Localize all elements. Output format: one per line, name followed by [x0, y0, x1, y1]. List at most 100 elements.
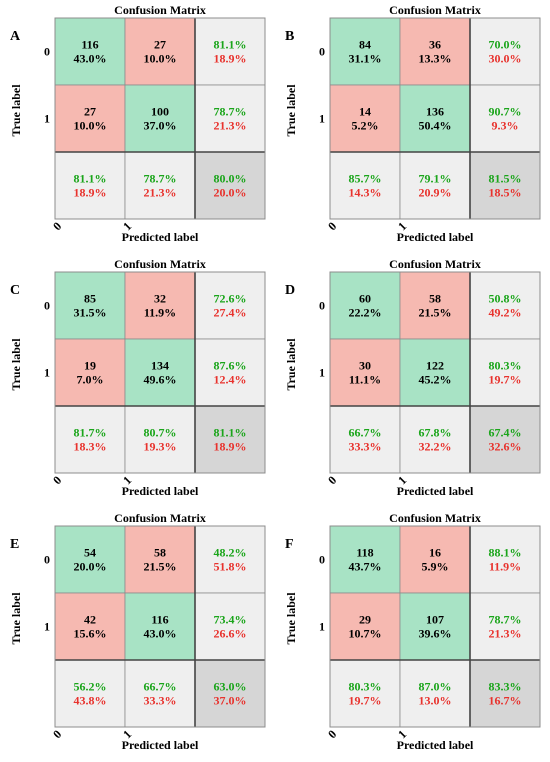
row-summary-incorrect: 11.9%: [489, 560, 521, 574]
cell-count: 16: [429, 546, 441, 560]
cell-count: 100: [151, 105, 169, 119]
column-summary-incorrect: 19.7%: [349, 694, 382, 708]
matrix-cell: [54, 592, 126, 661]
chart-title: Confusion Matrix: [389, 257, 481, 271]
overall-accuracy: 83.3%: [489, 680, 522, 694]
chart-title: Confusion Matrix: [389, 511, 481, 525]
cell-count: 42: [84, 613, 96, 627]
row-summary-incorrect: 49.2%: [489, 306, 522, 320]
cell-percent: 20.0%: [74, 560, 107, 574]
overall-accuracy-cell: [194, 405, 266, 474]
x-tick-label: 0: [325, 727, 339, 741]
matrix-cell: [124, 17, 196, 86]
cell-percent: 37.0%: [144, 119, 177, 133]
matrix-cell: [124, 271, 196, 340]
matrix-cell: [329, 271, 401, 340]
row-summary-correct: 50.8%: [489, 292, 522, 306]
column-summary-correct: 85.7%: [349, 172, 382, 186]
cell-count: 14: [359, 105, 371, 119]
row-summary-incorrect: 26.6%: [214, 627, 247, 641]
confusion-matrix-panel-b: B Confusion Matrix 84 31.1% 36 13.3% 14 5.2% 136…: [275, 0, 550, 254]
overall-error: 37.0%: [214, 694, 247, 708]
overall-accuracy-cell: [469, 151, 541, 220]
row-summary-correct: 81.1%: [214, 38, 247, 52]
cell-count: 118: [356, 546, 373, 560]
cell-count: 36: [429, 38, 441, 52]
x-axis-label: Predicted label: [397, 230, 474, 244]
column-summary-cell: [399, 151, 471, 220]
column-summary-cell: [124, 659, 196, 728]
cell-percent: 5.9%: [422, 560, 449, 574]
row-summary-cell: [194, 84, 266, 153]
matrix-border: [329, 17, 541, 220]
y-tick-label: 0: [319, 299, 325, 313]
column-summary-cell: [54, 405, 126, 474]
x-tick-label: 0: [325, 219, 339, 233]
y-axis-label: True label: [9, 592, 23, 645]
matrix-cell: [54, 525, 126, 594]
cell-count: 27: [154, 38, 166, 52]
cell-percent: 31.5%: [74, 306, 107, 320]
x-tick-label: 0: [50, 473, 64, 487]
overall-error: 18.9%: [214, 440, 247, 454]
column-summary-incorrect: 14.3%: [349, 186, 382, 200]
column-summary-correct: 56.2%: [74, 680, 107, 694]
row-summary-correct: 78.7%: [489, 613, 522, 627]
cell-percent: 21.5%: [144, 560, 177, 574]
row-summary-incorrect: 18.9%: [214, 52, 247, 66]
cell-count: 32: [154, 292, 166, 306]
cell-percent: 5.2%: [352, 119, 379, 133]
cell-count: 85: [84, 292, 96, 306]
cell-count: 58: [429, 292, 441, 306]
column-summary-correct: 66.7%: [349, 426, 382, 440]
cell-percent: 11.1%: [349, 373, 381, 387]
panel-letter: B: [285, 29, 294, 44]
row-summary-cell: [469, 84, 541, 153]
cell-count: 27: [84, 105, 96, 119]
column-summary-correct: 87.0%: [419, 680, 452, 694]
panel-letter: A: [10, 29, 21, 44]
cell-percent: 7.0%: [77, 373, 104, 387]
matrix-border: [54, 17, 266, 220]
row-summary-cell: [194, 271, 266, 340]
y-axis-label: True label: [284, 592, 298, 645]
overall-error: 20.0%: [214, 186, 247, 200]
panel-letter: D: [285, 283, 295, 298]
y-tick-label: 0: [319, 553, 325, 567]
row-summary-incorrect: 30.0%: [489, 52, 522, 66]
column-summary-correct: 80.3%: [349, 680, 382, 694]
cell-percent: 13.3%: [419, 52, 452, 66]
cell-percent: 39.6%: [419, 627, 452, 641]
row-summary-correct: 72.6%: [214, 292, 247, 306]
y-tick-label: 0: [44, 299, 50, 313]
column-summary-cell: [329, 151, 401, 220]
column-summary-cell: [399, 405, 471, 474]
x-tick-label: 0: [50, 219, 64, 233]
row-summary-incorrect: 51.8%: [214, 560, 247, 574]
cell-percent: 49.6%: [144, 373, 177, 387]
column-summary-correct: 67.8%: [419, 426, 452, 440]
overall-error: 18.5%: [489, 186, 522, 200]
cell-count: 30: [359, 359, 371, 373]
column-summary-incorrect: 32.2%: [419, 440, 452, 454]
panel-letter: F: [285, 537, 294, 552]
column-summary-incorrect: 33.3%: [144, 694, 177, 708]
column-summary-cell: [124, 151, 196, 220]
overall-error: 16.7%: [489, 694, 522, 708]
confusion-matrix-panel-d: D Confusion Matrix 60 22.2% 58 21.5% 30 11.1% 12…: [275, 254, 550, 508]
y-tick-label: 1: [319, 366, 325, 380]
overall-accuracy: 81.5%: [489, 172, 522, 186]
cell-percent: 43.0%: [144, 627, 177, 641]
cell-count: 116: [81, 38, 98, 52]
cell-count: 116: [151, 613, 168, 627]
row-summary-incorrect: 21.3%: [214, 119, 247, 133]
overall-accuracy: 63.0%: [214, 680, 247, 694]
y-axis-label: True label: [284, 338, 298, 391]
cell-percent: 11.9%: [144, 306, 176, 320]
matrix-cell: [399, 84, 471, 153]
row-summary-correct: 88.1%: [489, 546, 522, 560]
